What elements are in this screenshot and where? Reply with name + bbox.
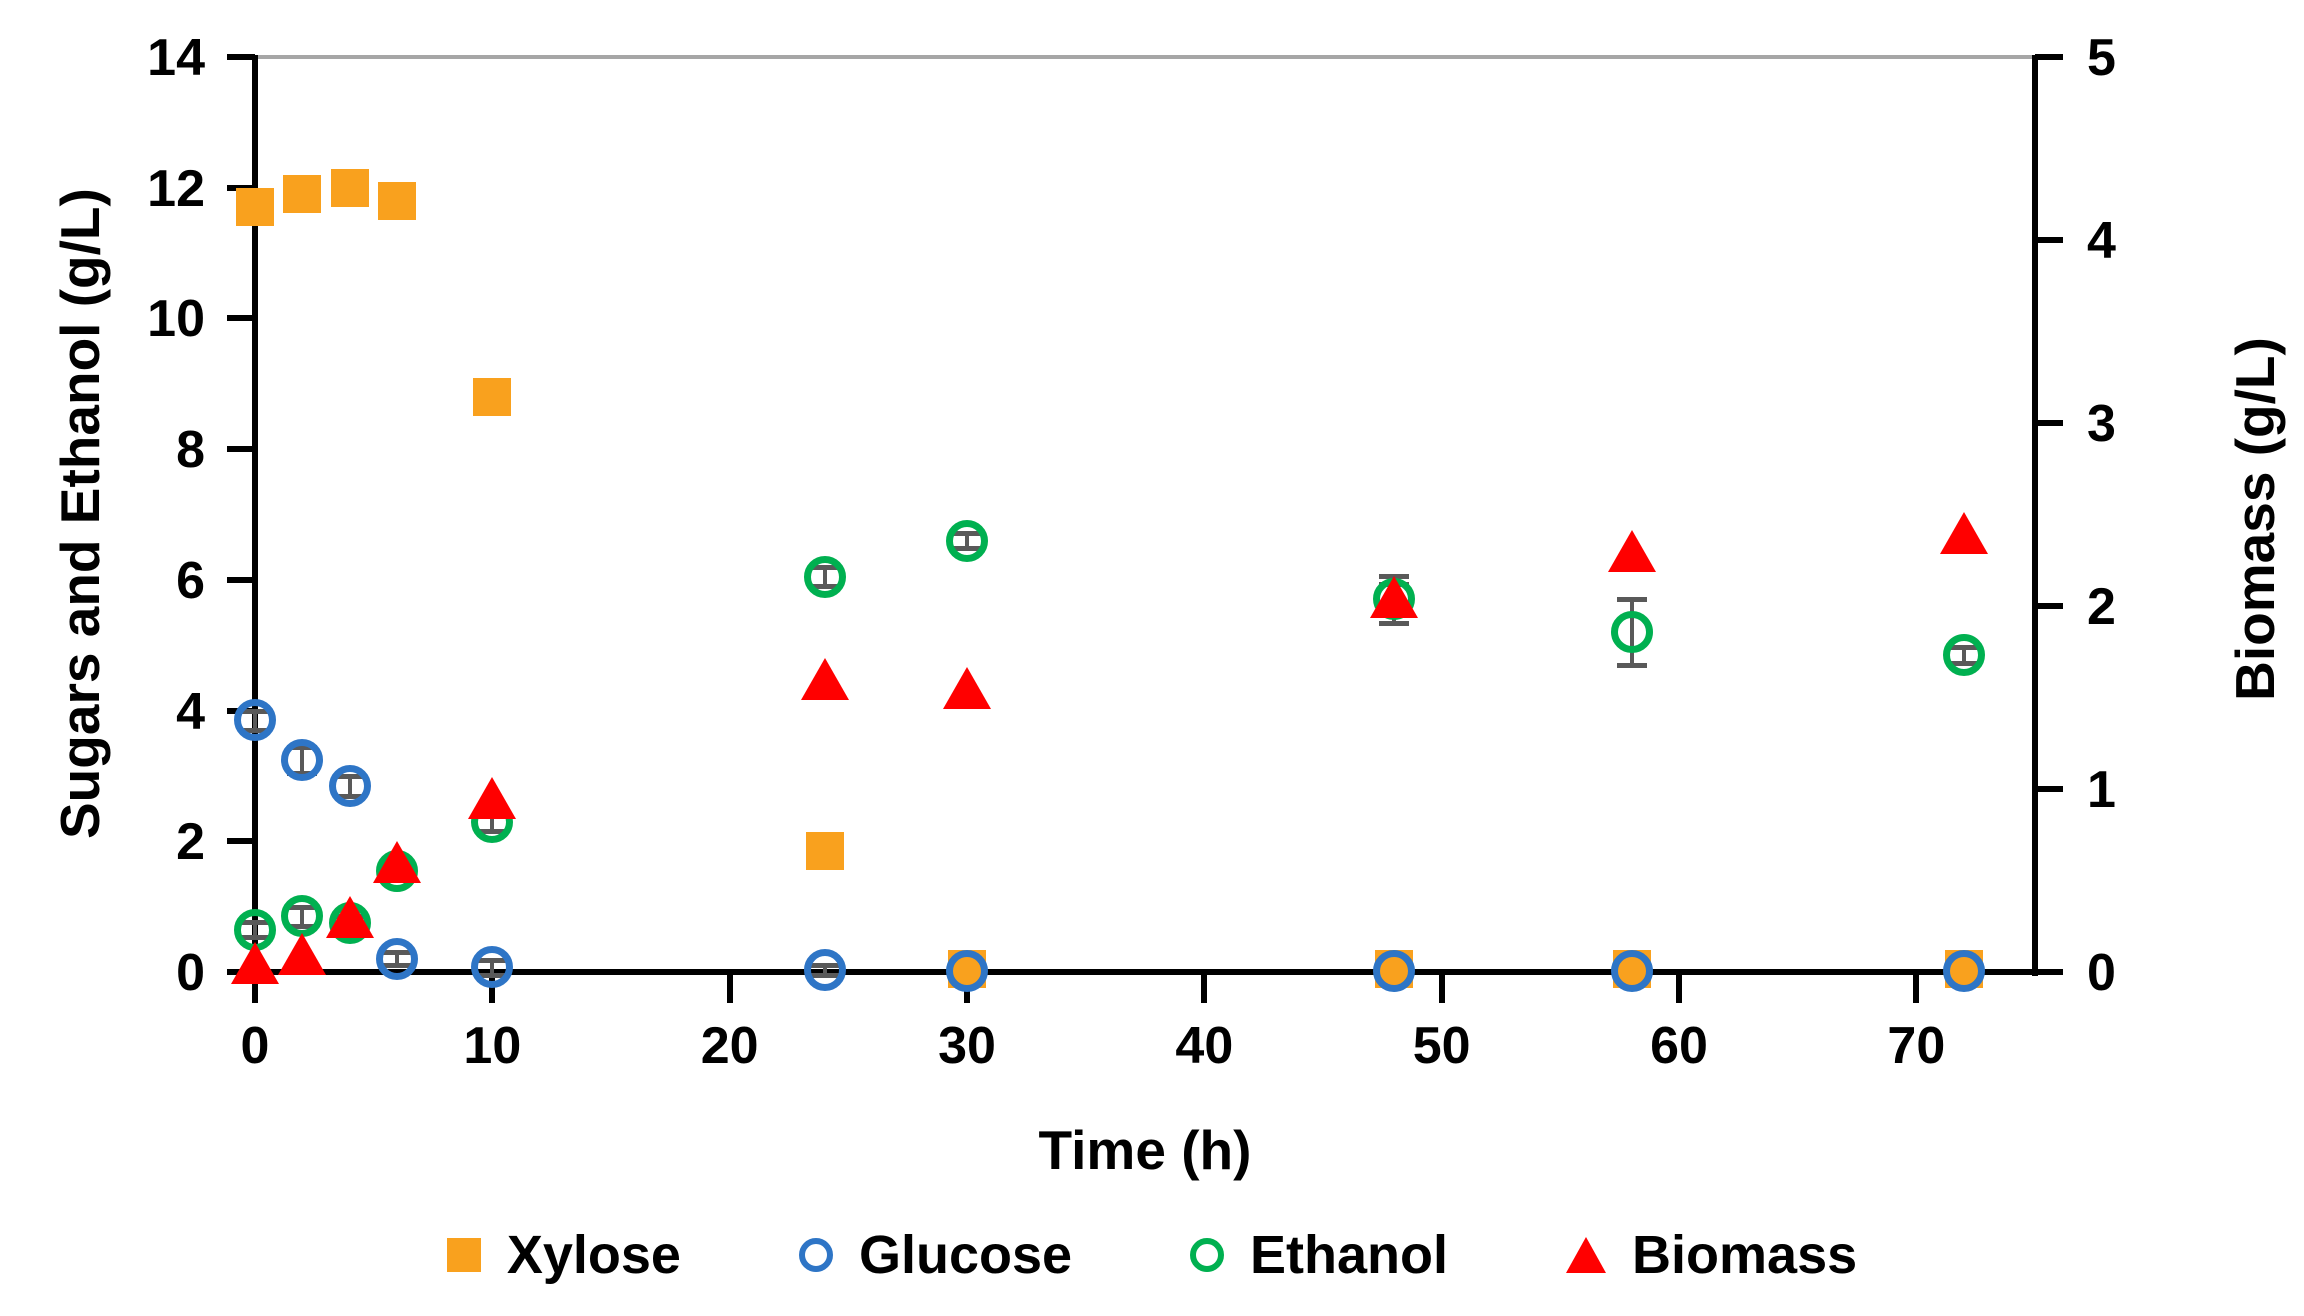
xylose-marker (378, 181, 417, 220)
xylose-marker (283, 175, 322, 214)
xylose-marker (805, 832, 844, 871)
legend-label-glucose: Glucose (858, 1225, 1073, 1285)
y-left-tick (227, 576, 255, 583)
biomass-marker (278, 932, 327, 975)
y-right-tick (2035, 969, 2063, 975)
x-tick (1913, 975, 1920, 1003)
y-left-tick (227, 446, 255, 453)
xylose-marker (330, 168, 369, 207)
ethanol-marker (1610, 611, 1653, 654)
y-right-tick-label: 3 (2087, 395, 2116, 453)
x-tick-label: 10 (463, 1017, 522, 1075)
y-left-tick (227, 315, 255, 322)
biomass-marker (1370, 575, 1419, 618)
y-right-tick (2035, 420, 2063, 426)
ethanol-marker (803, 555, 846, 598)
x-tick (1676, 975, 1682, 1003)
glucose-marker (1373, 949, 1416, 992)
x-tick-label: 70 (1887, 1017, 1946, 1075)
glucose-marker (803, 949, 846, 992)
biomass-marker (373, 841, 422, 884)
xylose-marker (236, 188, 274, 227)
ethanol-error-cap (1379, 620, 1410, 626)
x-tick-label: 50 (1412, 1017, 1471, 1075)
y-right-tick (2035, 603, 2063, 609)
biomass-marker (943, 667, 991, 710)
y-left-tick-label: 12 (147, 159, 205, 218)
y-left-tick-label: 10 (147, 290, 205, 349)
y-right-tick (2035, 54, 2063, 60)
y-left-tick-label: 0 (176, 944, 205, 1002)
x-tick (252, 975, 258, 1003)
biomass-marker (325, 896, 374, 939)
x-tick (1438, 975, 1445, 1003)
y-left-tick-label: 8 (176, 421, 205, 480)
biomass-marker (231, 941, 279, 984)
glucose-marker (234, 699, 276, 742)
ethanol-marker (946, 519, 988, 562)
ethanol-error-cap (1616, 662, 1647, 668)
y-right-axis-title: Biomass (g/L) (2224, 337, 2286, 701)
x-tick-label: 0 (240, 1017, 270, 1075)
biomass-triangle-icon (1566, 1237, 1607, 1273)
biomass-marker (1939, 511, 1988, 554)
glucose-marker (946, 949, 988, 992)
y-right-tick (2035, 237, 2063, 243)
x-tick-label: 40 (1175, 1017, 1234, 1075)
ethanol-circle-icon (1190, 1238, 1225, 1272)
y-right-tick (2035, 786, 2063, 792)
glucose-marker (328, 764, 371, 807)
legend-item-xylose: Xylose (446, 1225, 681, 1285)
glucose-circle-icon (798, 1238, 833, 1272)
x-tick-label: 20 (700, 1017, 759, 1075)
y-right-tick-label: 4 (2087, 212, 2116, 270)
ethanol-marker (1942, 634, 1985, 677)
x-tick-label: 30 (938, 1017, 996, 1075)
legend-item-biomass: Biomass (1566, 1228, 1857, 1282)
ethanol-marker (281, 895, 324, 938)
glucose-marker (1942, 949, 1985, 992)
glucose-marker (281, 738, 324, 781)
y-left-tick-label: 2 (176, 813, 205, 872)
x-tick-label: 60 (1650, 1017, 1708, 1075)
y-right-tick-label: 2 (2087, 578, 2116, 636)
glucose-marker (471, 946, 514, 989)
y-left-axis-line (252, 55, 258, 976)
x-tick (489, 975, 496, 1003)
legend-label-xylose: Xylose (506, 1225, 681, 1285)
x-axis-title: Time (h) (1038, 1119, 1252, 1181)
legend-label-ethanol: Ethanol (1250, 1225, 1449, 1285)
y-left-tick (227, 54, 255, 60)
y-right-tick-label: 5 (2087, 29, 2116, 87)
xylose-marker (473, 377, 512, 416)
glucose-marker (1610, 949, 1653, 992)
x-axis-line (252, 969, 2038, 975)
x-tick (1201, 975, 1208, 1003)
glucose-marker (376, 937, 419, 980)
y-right-tick-label: 0 (2087, 944, 2116, 1002)
y-right-tick-label: 1 (2087, 761, 2116, 819)
xylose-square-icon (446, 1238, 481, 1272)
ethanol-error-cap (1616, 597, 1647, 603)
y-left-tick-label: 14 (147, 29, 205, 87)
legend-label-biomass: Biomass (1632, 1225, 1858, 1285)
y-right-axis-line (2032, 55, 2038, 976)
biomass-marker (800, 658, 849, 701)
y-left-tick-label: 6 (176, 551, 205, 610)
legend: Xylose Glucose Ethanol Biomass (0, 1228, 2304, 1282)
y-left-tick (227, 838, 255, 845)
y-left-tick (227, 184, 255, 191)
legend-item-glucose: Glucose (798, 1225, 1073, 1285)
x-tick (726, 975, 733, 1003)
biomass-marker (1607, 530, 1656, 573)
biomass-marker (468, 777, 517, 820)
plot-top-border (255, 55, 2035, 59)
y-left-tick-label: 4 (176, 682, 205, 741)
legend-item-ethanol: Ethanol (1190, 1228, 1448, 1282)
